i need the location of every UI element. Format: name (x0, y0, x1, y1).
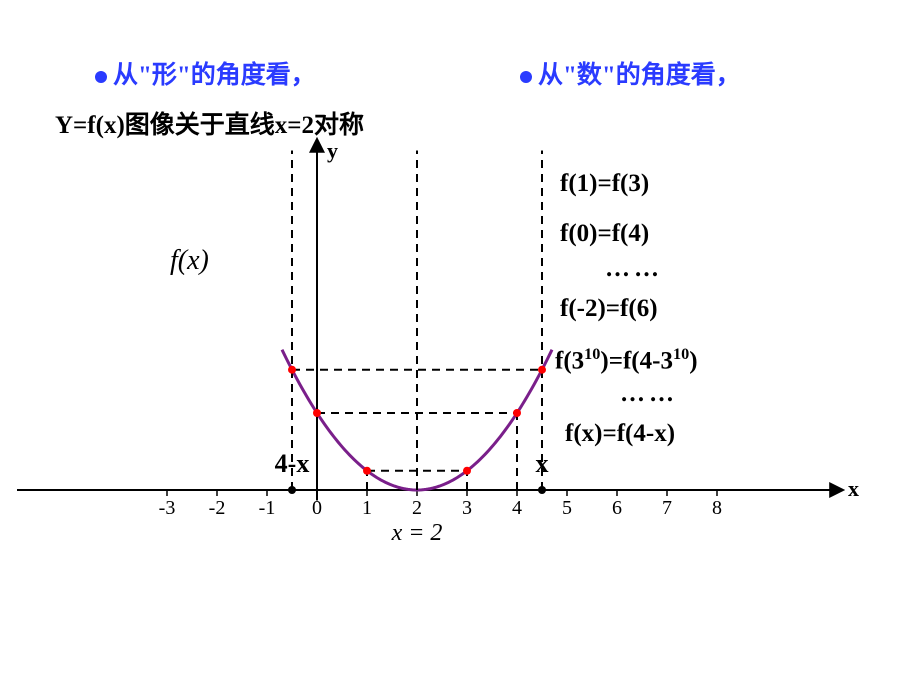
x-tick-label: 8 (712, 497, 722, 519)
x-marker-dot (288, 486, 296, 494)
red-dot (363, 467, 371, 475)
x-marker-label: 4-x (275, 449, 310, 478)
symmetry-axis-label: x = 2 (391, 520, 443, 546)
x-tick-label: 1 (362, 497, 372, 519)
x-tick-label: 3 (462, 497, 472, 519)
x-tick-label: -2 (209, 497, 226, 519)
red-dot (288, 366, 296, 374)
x-tick-label: 5 (562, 497, 572, 519)
red-dot (513, 409, 521, 417)
x-tick-label: -3 (159, 497, 176, 519)
y-axis-label: y (327, 138, 338, 163)
x-tick-label: 2 (412, 497, 422, 519)
slide: 从"形"的角度看， 从"数"的角度看， Y=f(x)图像关于直线x=2对称 f(… (0, 0, 920, 690)
x-tick-label: 4 (512, 497, 522, 519)
plot-svg: x y -3 -2 -1 0 1 2 3 4 5 6 7 8 x = 2 4-x x (0, 0, 920, 690)
x-tick-label: -1 (259, 497, 276, 519)
x-tick-label: 0 (312, 497, 322, 519)
x-tick-label: 6 (612, 497, 622, 519)
red-dot (313, 409, 321, 417)
red-dot (538, 366, 546, 374)
x-marker-label: x (536, 449, 549, 478)
x-axis-label: x (848, 476, 859, 501)
x-tick-label: 7 (662, 497, 672, 519)
x-marker-dot (538, 486, 546, 494)
red-dot (463, 467, 471, 475)
